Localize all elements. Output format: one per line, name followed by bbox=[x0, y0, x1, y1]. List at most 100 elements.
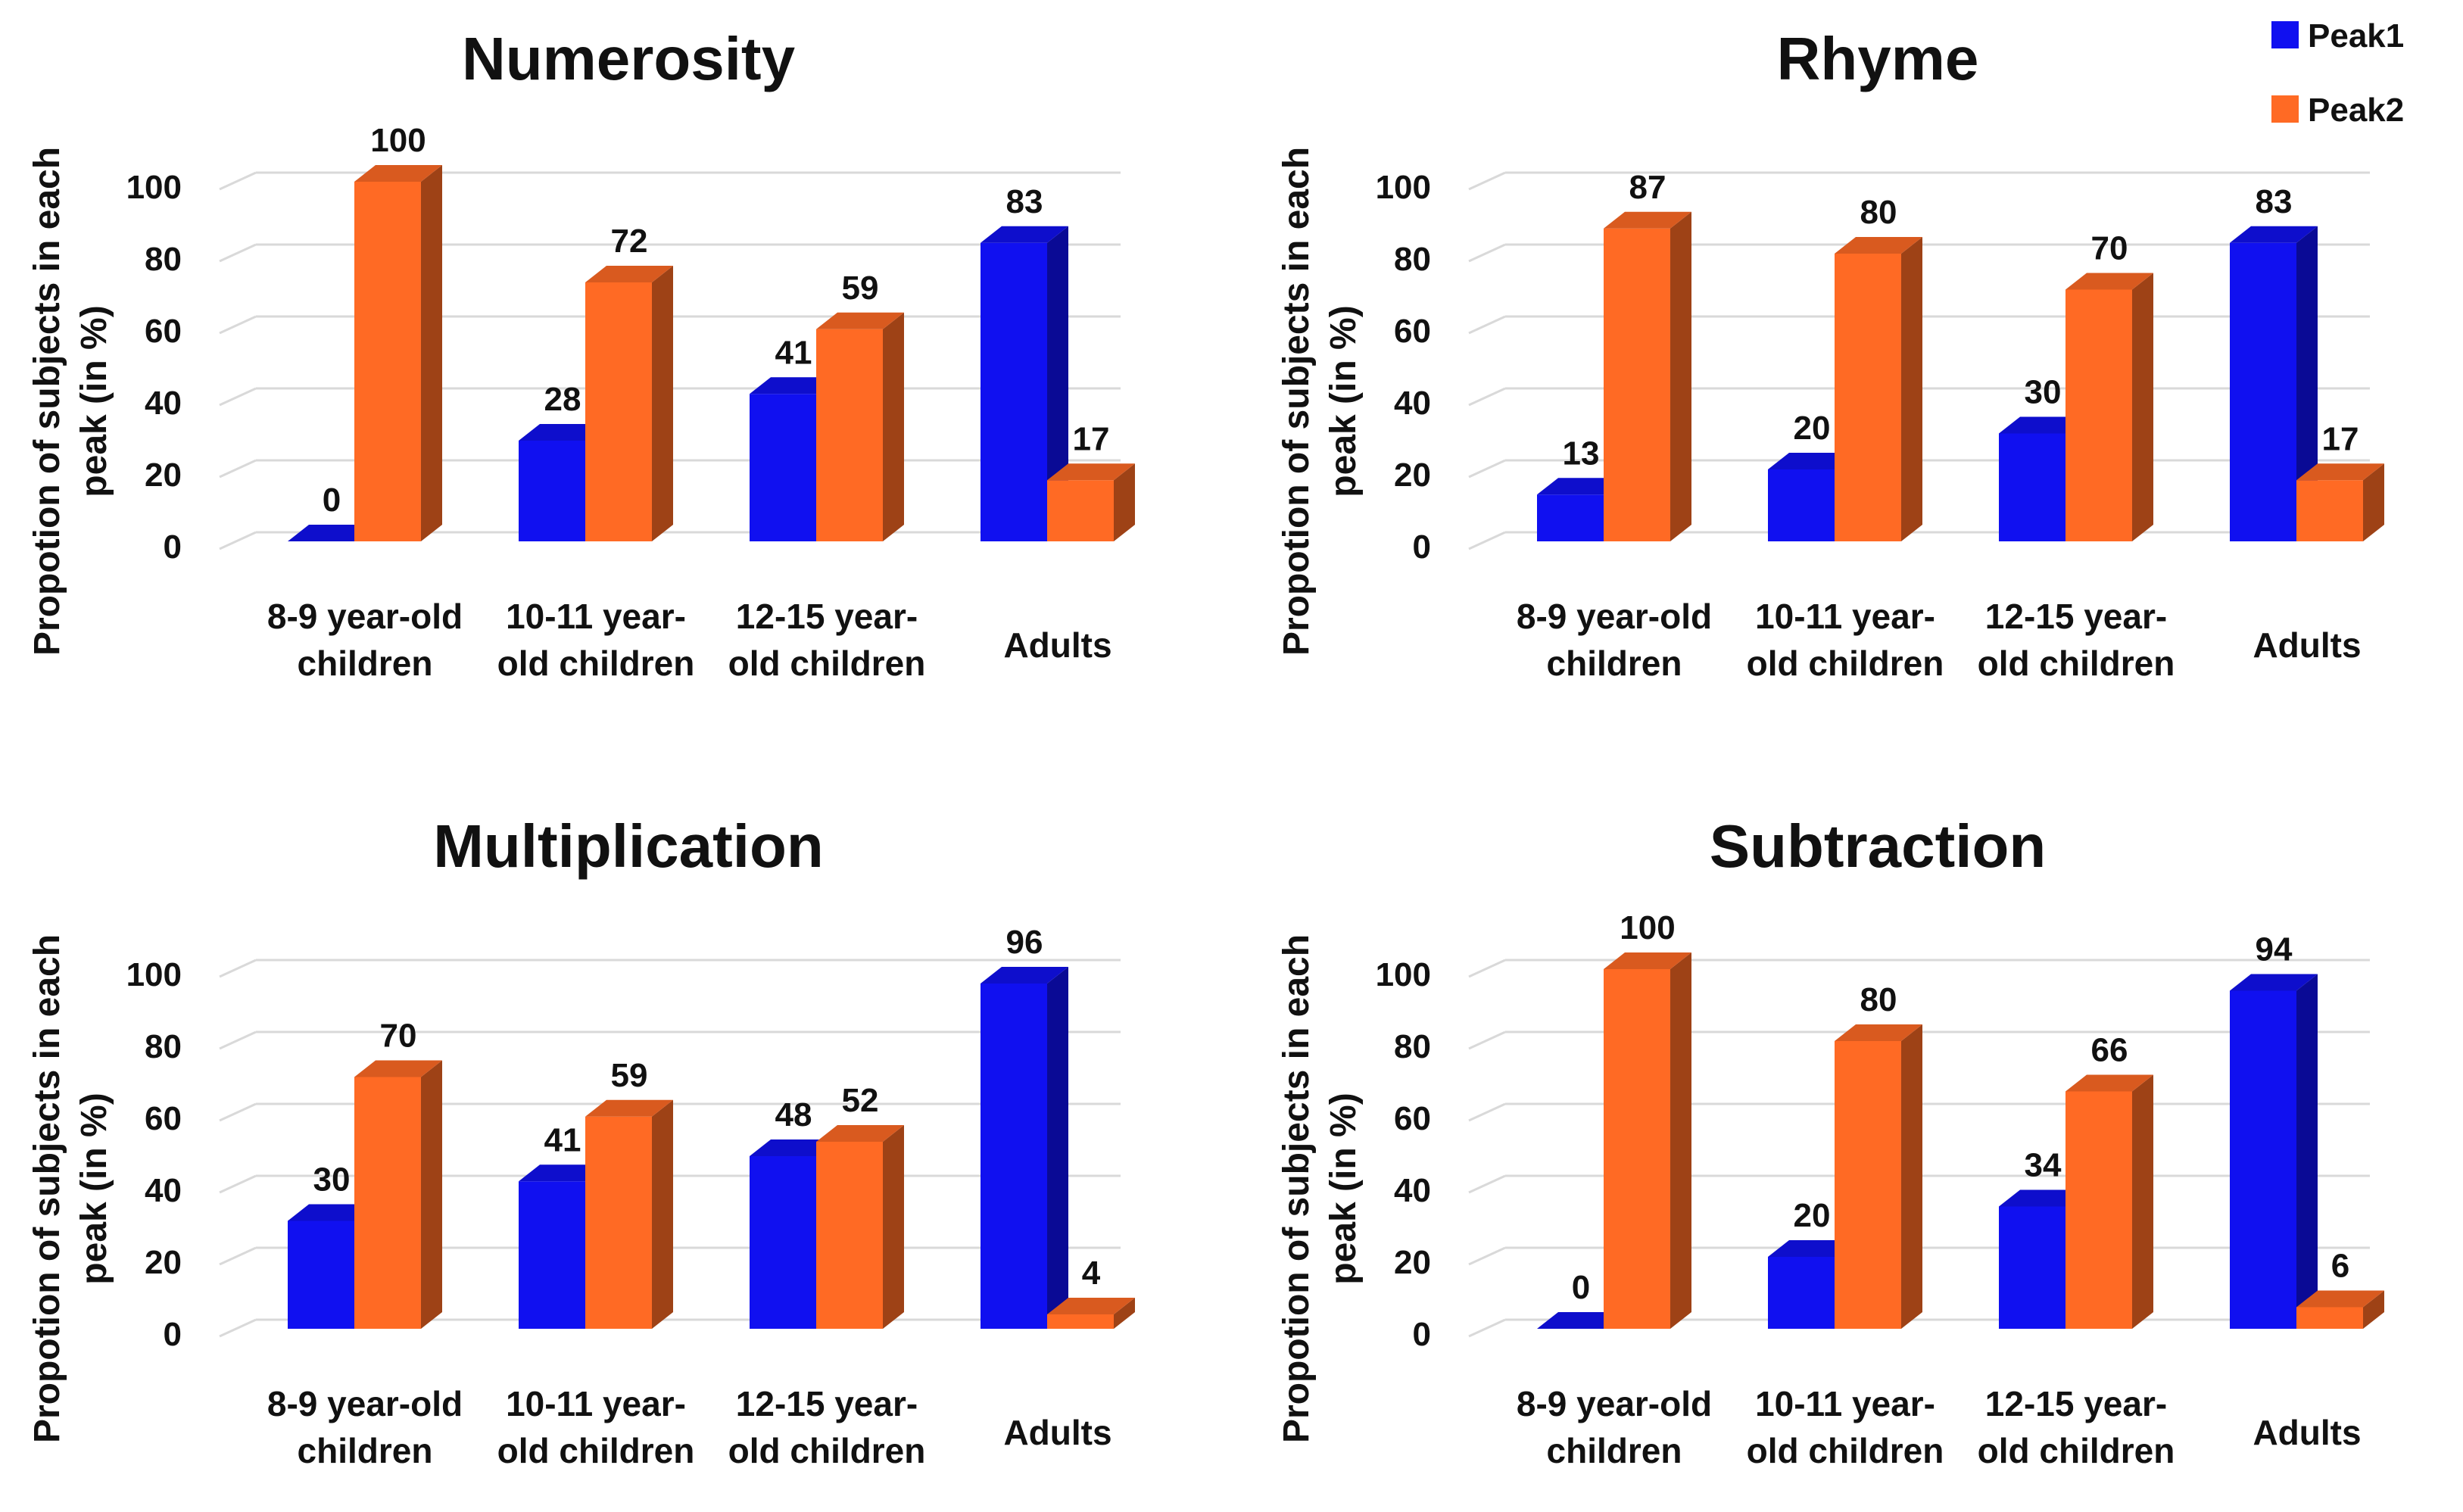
gridline-depth bbox=[219, 171, 257, 191]
data-label: 0 bbox=[1572, 1269, 1590, 1306]
y-axis-label-line1: Propotion of subjects in each bbox=[27, 147, 67, 656]
bar-top bbox=[1999, 1189, 2087, 1207]
bar-front bbox=[1537, 494, 1604, 541]
bar-top bbox=[750, 1139, 837, 1156]
y-tick-label: 20 bbox=[1394, 1244, 1431, 1281]
data-label: 83 bbox=[2256, 183, 2293, 220]
x-category-label-line2: old children bbox=[1747, 644, 1944, 683]
gridline-depth bbox=[1468, 531, 1506, 550]
x-category-label: Adults bbox=[1003, 1413, 1111, 1452]
chart-title: Multiplication bbox=[433, 812, 824, 880]
y-axis-label-line1: Propotion of subjects in each bbox=[1277, 934, 1317, 1443]
y-tick-label: 80 bbox=[145, 241, 182, 278]
y-tick-label: 40 bbox=[145, 385, 182, 422]
bar-peak1: 0 bbox=[1537, 1269, 1625, 1329]
bar-side bbox=[2132, 1074, 2153, 1329]
data-label: 4 bbox=[1082, 1255, 1101, 1292]
data-label: 80 bbox=[1860, 194, 1897, 231]
y-axis-label-line2: peak (in %) bbox=[74, 305, 114, 497]
y-tick-label: 100 bbox=[1376, 956, 1431, 993]
bar-peak1: 83 bbox=[2230, 183, 2318, 541]
x-category-label-line1: 10-11 year- bbox=[1755, 1384, 1935, 1423]
bar-front bbox=[519, 1181, 585, 1329]
data-label: 52 bbox=[842, 1082, 879, 1119]
y-axis-label-line1: Propotion of subjects in each bbox=[27, 934, 67, 1443]
data-label: 59 bbox=[611, 1057, 648, 1094]
x-category-label-line1: 10-11 year- bbox=[1755, 597, 1935, 636]
bar-peak2: 6 bbox=[2296, 1248, 2384, 1329]
bar-peak2: 59 bbox=[585, 1057, 673, 1329]
bar-top bbox=[2230, 226, 2318, 243]
bar-top bbox=[2230, 974, 2318, 991]
bar-peak2: 70 bbox=[354, 1018, 442, 1329]
bar-peak2: 59 bbox=[816, 270, 904, 541]
gridline-depth bbox=[1468, 171, 1506, 191]
bar-front bbox=[354, 182, 421, 541]
x-category-label-line1: 8-9 year-old bbox=[267, 1384, 463, 1423]
bar-top bbox=[1047, 1298, 1135, 1314]
data-label: 72 bbox=[611, 223, 648, 260]
bar-front bbox=[1835, 254, 1901, 541]
data-label: 100 bbox=[370, 122, 426, 159]
bar-top bbox=[1604, 211, 1691, 229]
bar-side bbox=[652, 266, 673, 541]
y-tick-label: 0 bbox=[164, 1316, 182, 1353]
bar-top bbox=[1047, 463, 1135, 481]
x-category-label-line1: 12-15 year- bbox=[736, 1384, 918, 1423]
gridline-depth bbox=[1468, 1246, 1506, 1266]
y-tick-label: 100 bbox=[126, 169, 182, 206]
bar-top bbox=[1768, 453, 1856, 469]
bar-front bbox=[519, 441, 585, 541]
bar-front bbox=[1047, 480, 1114, 541]
bar-front bbox=[2065, 1091, 2132, 1329]
data-label: 41 bbox=[775, 334, 812, 371]
y-tick-label: 0 bbox=[1413, 1316, 1431, 1353]
bar-peak1: 96 bbox=[981, 924, 1068, 1329]
bar-side bbox=[652, 1099, 673, 1329]
bar-front bbox=[288, 1221, 354, 1329]
x-category-label-line2: children bbox=[298, 1431, 433, 1470]
bar-top bbox=[2296, 1290, 2384, 1308]
chart-title: Numerosity bbox=[462, 25, 796, 92]
bar-peak2: 80 bbox=[1835, 194, 1922, 541]
bar-front bbox=[1999, 433, 2065, 541]
bar-top bbox=[288, 525, 376, 541]
bar-front bbox=[750, 1156, 816, 1329]
gridline-depth bbox=[1468, 1174, 1506, 1194]
gridline-depth bbox=[1468, 1102, 1506, 1122]
bar-top bbox=[354, 165, 442, 182]
bar-front bbox=[2296, 480, 2363, 541]
bar-top bbox=[981, 967, 1068, 984]
y-tick-label: 40 bbox=[145, 1172, 182, 1209]
bar-side bbox=[1114, 1298, 1135, 1329]
data-label: 28 bbox=[544, 381, 581, 418]
gridline-depth bbox=[219, 1030, 257, 1050]
data-label: 59 bbox=[842, 270, 879, 307]
gridline-depth bbox=[219, 459, 257, 479]
y-axis-label-line2: peak (in %) bbox=[74, 1093, 114, 1284]
x-category-label-line1: 10-11 year- bbox=[506, 1384, 686, 1423]
y-tick-label: 80 bbox=[145, 1028, 182, 1065]
data-label: 83 bbox=[1006, 183, 1043, 220]
bar-top bbox=[2296, 463, 2384, 481]
gridline-depth bbox=[219, 959, 257, 978]
bar-front bbox=[981, 242, 1047, 541]
bar-peak2: 4 bbox=[1047, 1255, 1135, 1329]
bar-front bbox=[2230, 242, 2296, 541]
bar-peak2: 17 bbox=[1047, 420, 1135, 541]
data-label: 6 bbox=[2331, 1248, 2349, 1285]
x-category-label-line2: old children bbox=[728, 1431, 926, 1470]
bar-side bbox=[1114, 463, 1135, 541]
bar-top bbox=[1604, 952, 1691, 969]
data-label: 17 bbox=[1073, 420, 1110, 457]
data-label: 41 bbox=[544, 1121, 581, 1158]
gridline-depth bbox=[219, 531, 257, 550]
bar-peak2: 70 bbox=[2065, 230, 2153, 541]
legend-swatch-peak1 bbox=[2271, 21, 2299, 48]
y-tick-label: 100 bbox=[1376, 169, 1431, 206]
data-label: 94 bbox=[2256, 931, 2293, 968]
y-tick-label: 60 bbox=[145, 1100, 182, 1137]
y-tick-label: 100 bbox=[126, 956, 182, 993]
bar-top bbox=[1537, 1312, 1625, 1329]
